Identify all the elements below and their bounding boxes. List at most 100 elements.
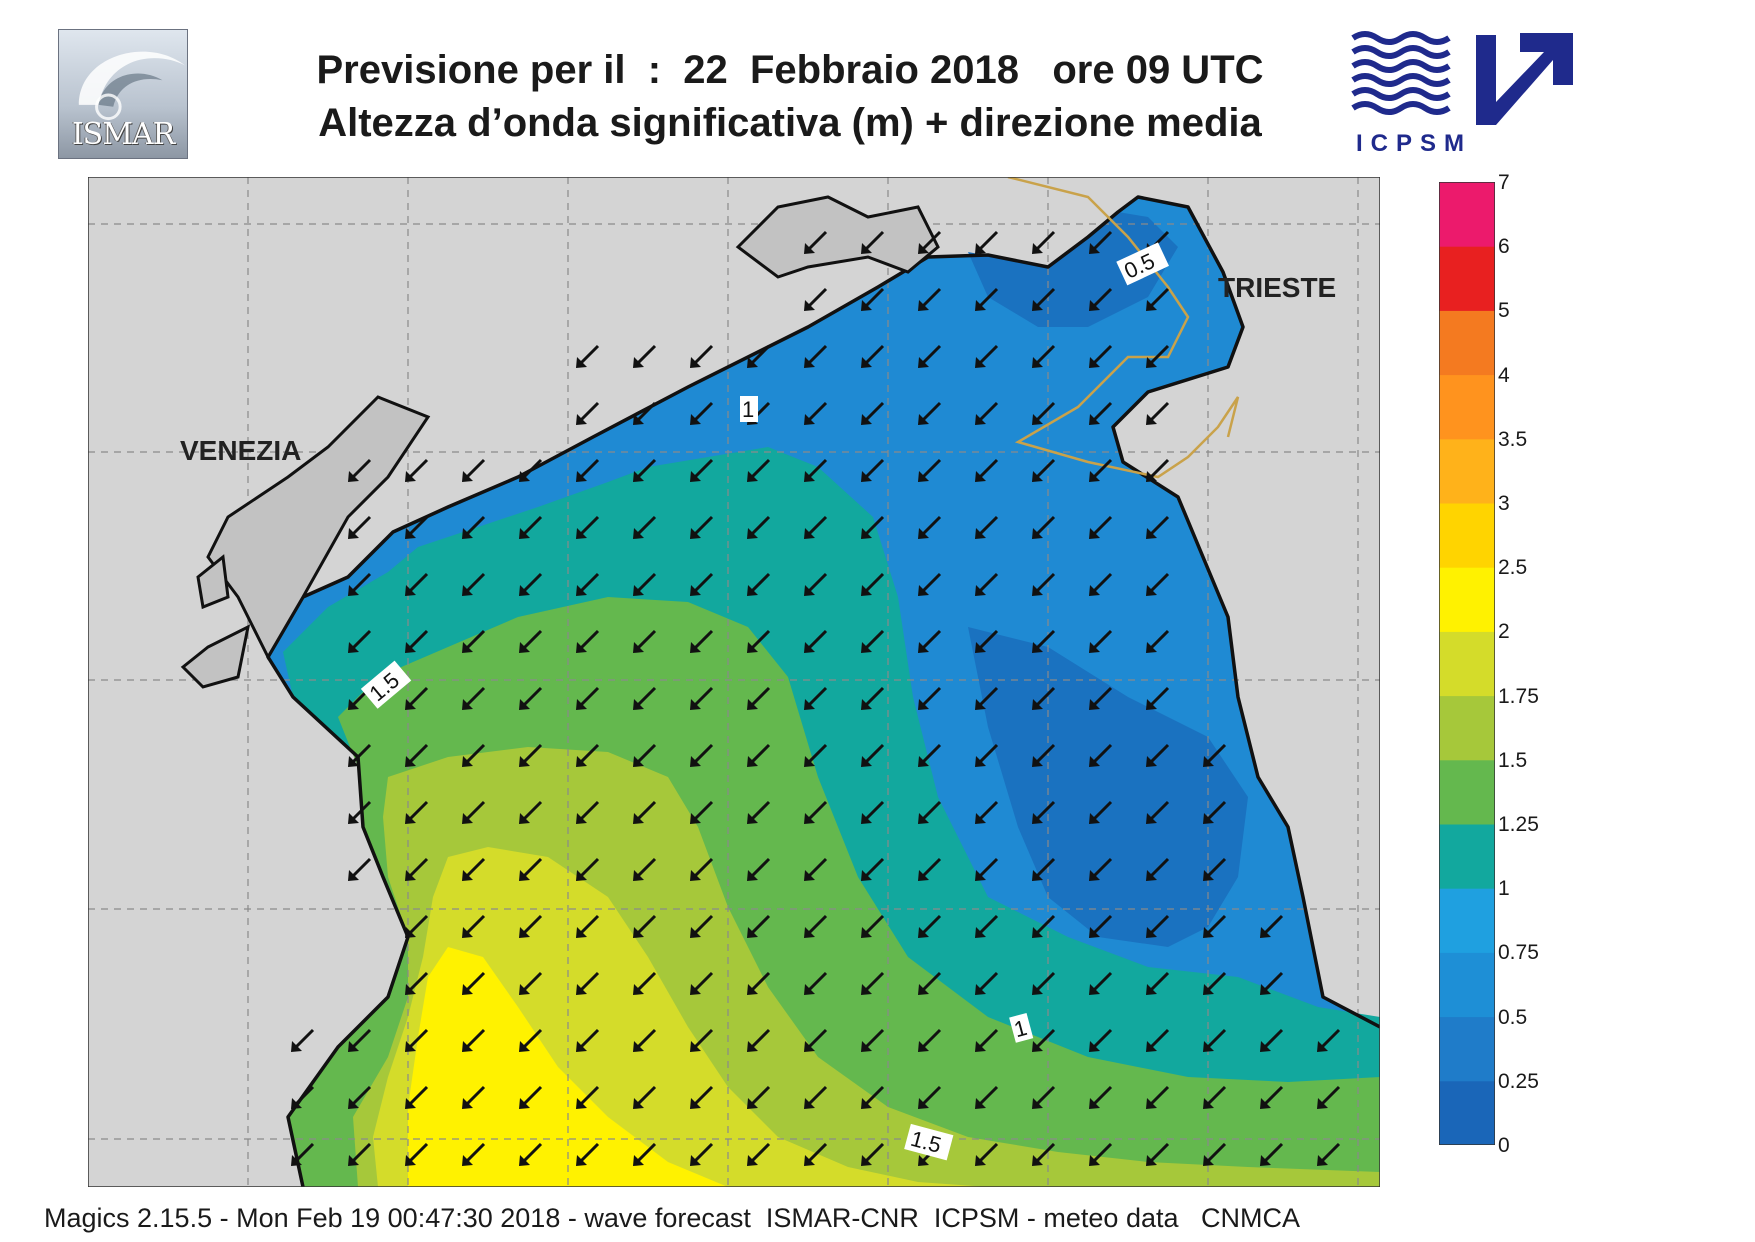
wave-arrow	[690, 1142, 714, 1166]
wave-arrow	[975, 287, 999, 311]
wave-arrow	[804, 572, 828, 596]
wave-arrow	[405, 1028, 429, 1052]
wave-arrow	[633, 572, 657, 596]
wave-arrow	[1032, 629, 1056, 653]
grado-lagoon	[735, 195, 940, 279]
wave-arrow	[1032, 914, 1056, 938]
wave-arrow	[1032, 458, 1056, 482]
wave-arrow	[405, 743, 429, 767]
wave-arrow	[1032, 572, 1056, 596]
colorbar-swatch	[1439, 824, 1495, 889]
wave-arrow	[918, 686, 942, 710]
wave-arrow	[804, 1142, 828, 1166]
wave-arrow	[690, 800, 714, 824]
wave-arrow	[633, 914, 657, 938]
wave-arrow	[861, 686, 885, 710]
wave-arrow	[861, 572, 885, 596]
colorbar-swatch	[1439, 759, 1495, 825]
wave-arrow	[576, 857, 600, 881]
wave-arrow	[918, 230, 942, 254]
wave-arrow	[747, 1028, 771, 1052]
wave-arrow	[861, 914, 885, 938]
colorbar-tick-label: 2	[1498, 620, 1510, 644]
wave-arrow	[576, 686, 600, 710]
wave-arrow	[804, 401, 828, 425]
wave-arrow	[1089, 857, 1113, 881]
contour-label-1-north: 1	[742, 397, 754, 422]
wave-arrow	[1146, 857, 1170, 881]
wave-arrow	[405, 629, 429, 653]
wave-arrow	[861, 800, 885, 824]
wave-arrow	[1032, 344, 1056, 368]
wave-arrow	[747, 1085, 771, 1109]
wave-arrow	[1203, 1028, 1227, 1052]
wave-arrow	[975, 914, 999, 938]
wave-arrow	[1203, 914, 1227, 938]
wave-arrow	[348, 857, 372, 881]
colorbar-tick-label: 7	[1498, 171, 1510, 194]
wave-arrow	[804, 971, 828, 995]
wave-arrow	[519, 914, 543, 938]
place-label-venezia: VENEZIA	[180, 435, 301, 466]
wave-map: VENEZIA TRIESTE 0.5 1 1.5 1 1.5	[88, 177, 1380, 1187]
wave-arrow	[1032, 1142, 1056, 1166]
wave-arrow	[975, 401, 999, 425]
wave-arrow	[747, 686, 771, 710]
wave-arrow	[747, 458, 771, 482]
wave-arrow	[861, 743, 885, 767]
wave-arrow	[918, 401, 942, 425]
wave-arrow	[861, 971, 885, 995]
wave-arrow	[861, 230, 885, 254]
wave-arrow	[519, 743, 543, 767]
wave-arrow	[633, 800, 657, 824]
sea-band-200	[408, 947, 728, 1187]
colorbar-swatch	[1439, 503, 1495, 568]
wave-arrow	[918, 1085, 942, 1109]
wave-arrow	[1032, 743, 1056, 767]
colorbar-tick-label: 6	[1498, 235, 1510, 259]
colorbar-swatch	[1439, 310, 1495, 376]
wave-arrow	[576, 971, 600, 995]
wave-arrow	[519, 686, 543, 710]
wave-arrow	[804, 344, 828, 368]
wave-arrow	[405, 914, 429, 938]
wave-arrow	[519, 515, 543, 539]
wave-arrow	[975, 686, 999, 710]
wave-arrow	[918, 629, 942, 653]
wave-arrow	[348, 458, 372, 482]
ismar-logo: ISMAR	[58, 29, 188, 159]
wave-arrow	[918, 287, 942, 311]
wave-arrow	[576, 1142, 600, 1166]
place-label-trieste: TRIESTE	[1218, 272, 1336, 303]
wave-arrow	[519, 629, 543, 653]
wave-arrow	[633, 857, 657, 881]
wave-arrow	[462, 629, 486, 653]
wave-arrow	[348, 515, 372, 539]
wave-arrow	[1032, 1028, 1056, 1052]
forecast-title: Previsione per il : 22 Febbraio 2018 ore…	[316, 48, 1264, 92]
wave-arrow	[747, 971, 771, 995]
colorbar-tick-label: 1.25	[1498, 813, 1539, 836]
wave-arrow	[1146, 686, 1170, 710]
wave-arrow	[576, 572, 600, 596]
colorbar-swatch	[1439, 695, 1495, 761]
wave-arrow	[690, 743, 714, 767]
wave-arrow	[804, 914, 828, 938]
wave-arrow	[405, 971, 429, 995]
wave-arrow	[975, 458, 999, 482]
wave-arrow	[633, 971, 657, 995]
wave-arrow	[576, 1085, 600, 1109]
coastline	[266, 195, 1380, 1187]
wave-arrow	[861, 458, 885, 482]
wave-arrow	[348, 572, 372, 596]
wave-arrow	[462, 572, 486, 596]
wave-arrow	[519, 1085, 543, 1109]
wave-arrow	[1146, 1085, 1170, 1109]
wave-arrow	[690, 401, 714, 425]
wave-arrow	[804, 857, 828, 881]
wave-arrow	[861, 515, 885, 539]
wave-arrow	[861, 1028, 885, 1052]
wave-arrow	[804, 1028, 828, 1052]
colorbar-swatch	[1439, 182, 1495, 247]
wave-arrow	[690, 458, 714, 482]
